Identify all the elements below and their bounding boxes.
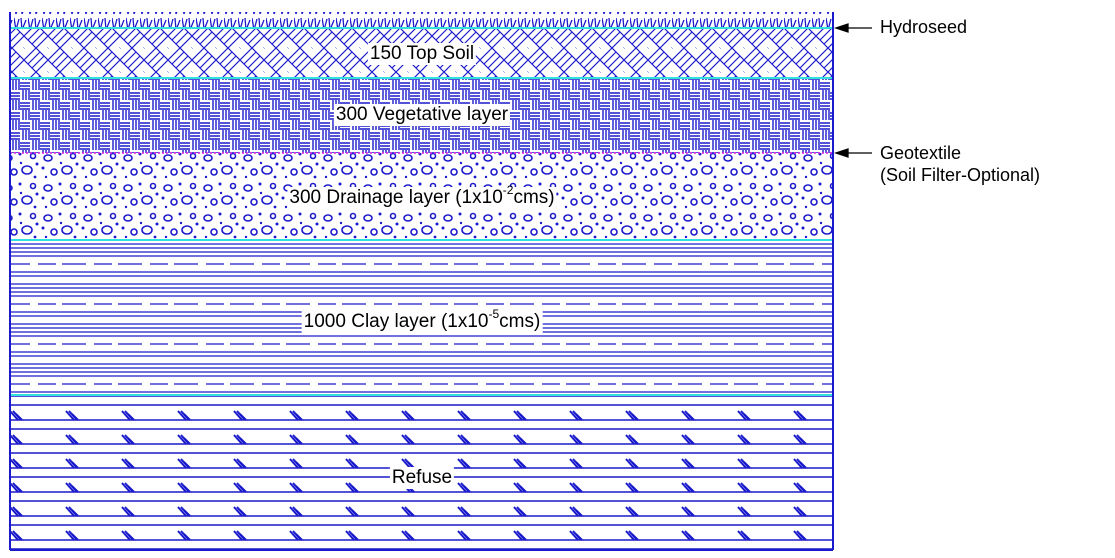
layer-label: Refuse (389, 467, 455, 489)
label-sup: -5 (488, 307, 500, 321)
label-text: cms) (499, 311, 541, 332)
annotation: Hydroseed (880, 16, 967, 38)
hydroseed-hatch (10, 12, 833, 28)
annotation-line: Geotextile (880, 143, 962, 163)
layer-boundaries (10, 27, 833, 396)
label-text: 150 Top Soil (369, 43, 475, 64)
outline (9, 12, 834, 551)
layer-label: 150 Top Soil (367, 43, 477, 65)
label-text: 300 Vegetative layer (335, 104, 509, 125)
label-text: 300 Drainage layer (1x10 (289, 187, 503, 208)
layer-label: 300 Vegetative layer (333, 104, 511, 126)
annotation-line: Hydroseed (880, 17, 968, 37)
label-text: 1000 Clay layer (1x10 (303, 311, 489, 332)
label-text: cms) (513, 187, 555, 208)
label-text: Refuse (391, 467, 453, 488)
annotation-line: (Soil Filter-Optional) (880, 165, 1041, 185)
annotation: Geotextile (Soil Filter-Optional) (880, 142, 1040, 186)
layer-label: 1000 Clay layer (1x10-5cms) (301, 308, 543, 333)
leader-arrows (833, 23, 872, 158)
layer-label: 300 Drainage layer (1x10-2cms) (287, 184, 557, 209)
label-sup: -2 (502, 183, 514, 197)
